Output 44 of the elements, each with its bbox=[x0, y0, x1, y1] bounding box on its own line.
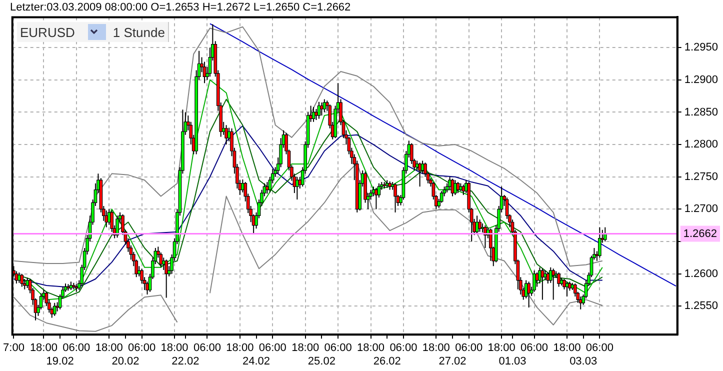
y-tick-label: 1.2600 bbox=[684, 268, 718, 280]
x-tick-label: 22.02 bbox=[172, 355, 200, 368]
x-tick-label: 06:00 bbox=[62, 342, 90, 354]
x-tick-label: 27.02 bbox=[438, 355, 466, 368]
x-tick-label: 03.03 bbox=[570, 355, 598, 368]
x-tick-label: 06:00 bbox=[586, 342, 614, 354]
x-tick-label: 06:00 bbox=[390, 342, 418, 354]
x-tick-label: 06:00 bbox=[258, 342, 286, 354]
y-tick-label: 1.2850 bbox=[684, 106, 718, 118]
x-tick-label: 06:00 bbox=[324, 342, 352, 354]
x-tick-label: 18:00 bbox=[30, 342, 58, 354]
x-tick-label: 18:00 bbox=[488, 342, 516, 354]
x-tick-label: 18:00 bbox=[553, 342, 581, 354]
x-tick-label: 25.02 bbox=[308, 355, 336, 368]
y-tick-label: 1.2750 bbox=[684, 170, 718, 183]
x-tick-label: 06:00 bbox=[128, 342, 156, 354]
x-tick-label: 7:00 bbox=[3, 342, 24, 354]
text: EURUSD bbox=[19, 24, 76, 40]
x-tick-label: 01.03 bbox=[498, 355, 526, 368]
candlestick bbox=[454, 180, 457, 196]
candlestick bbox=[224, 124, 228, 146]
x-tick-label: 06:00 bbox=[193, 342, 221, 354]
x-tick-label: 18:00 bbox=[356, 342, 385, 354]
x-tick-label: 26.02 bbox=[373, 355, 401, 368]
y-tick-label: 1.2700 bbox=[684, 203, 718, 216]
x-tick-label: 19.02 bbox=[46, 355, 74, 368]
chart-title: Letzter:03.03.2009 08:00:00 O=1.2653 H=1.2672 L=1.2650 C=1.2662 bbox=[10, 2, 351, 14]
annotation: 1 Stunde bbox=[112, 24, 166, 40]
x-tick-label: 18:00 bbox=[422, 342, 450, 354]
x-tick-label: 20.02 bbox=[112, 355, 140, 368]
x-tick-label: 24.02 bbox=[242, 355, 270, 368]
ref-line-label: 1.2662 bbox=[683, 228, 718, 240]
y-tick-label: 1.2800 bbox=[684, 138, 718, 151]
candlestick bbox=[116, 215, 119, 238]
x-tick-label: 18:00 bbox=[95, 342, 123, 354]
x-tick-label: 18:00 bbox=[226, 342, 254, 354]
candlestick bbox=[557, 272, 560, 288]
x-tick-label: 06:00 bbox=[520, 342, 548, 354]
y-tick-label: 1.2900 bbox=[684, 74, 718, 86]
x-tick-label: 18:00 bbox=[292, 342, 320, 354]
y-tick-label: 1.2550 bbox=[684, 300, 718, 312]
y-tick-label: 1.2950 bbox=[684, 42, 718, 54]
x-tick-label: 06:00 bbox=[455, 342, 483, 354]
x-tick-label: 18:00 bbox=[160, 342, 188, 354]
